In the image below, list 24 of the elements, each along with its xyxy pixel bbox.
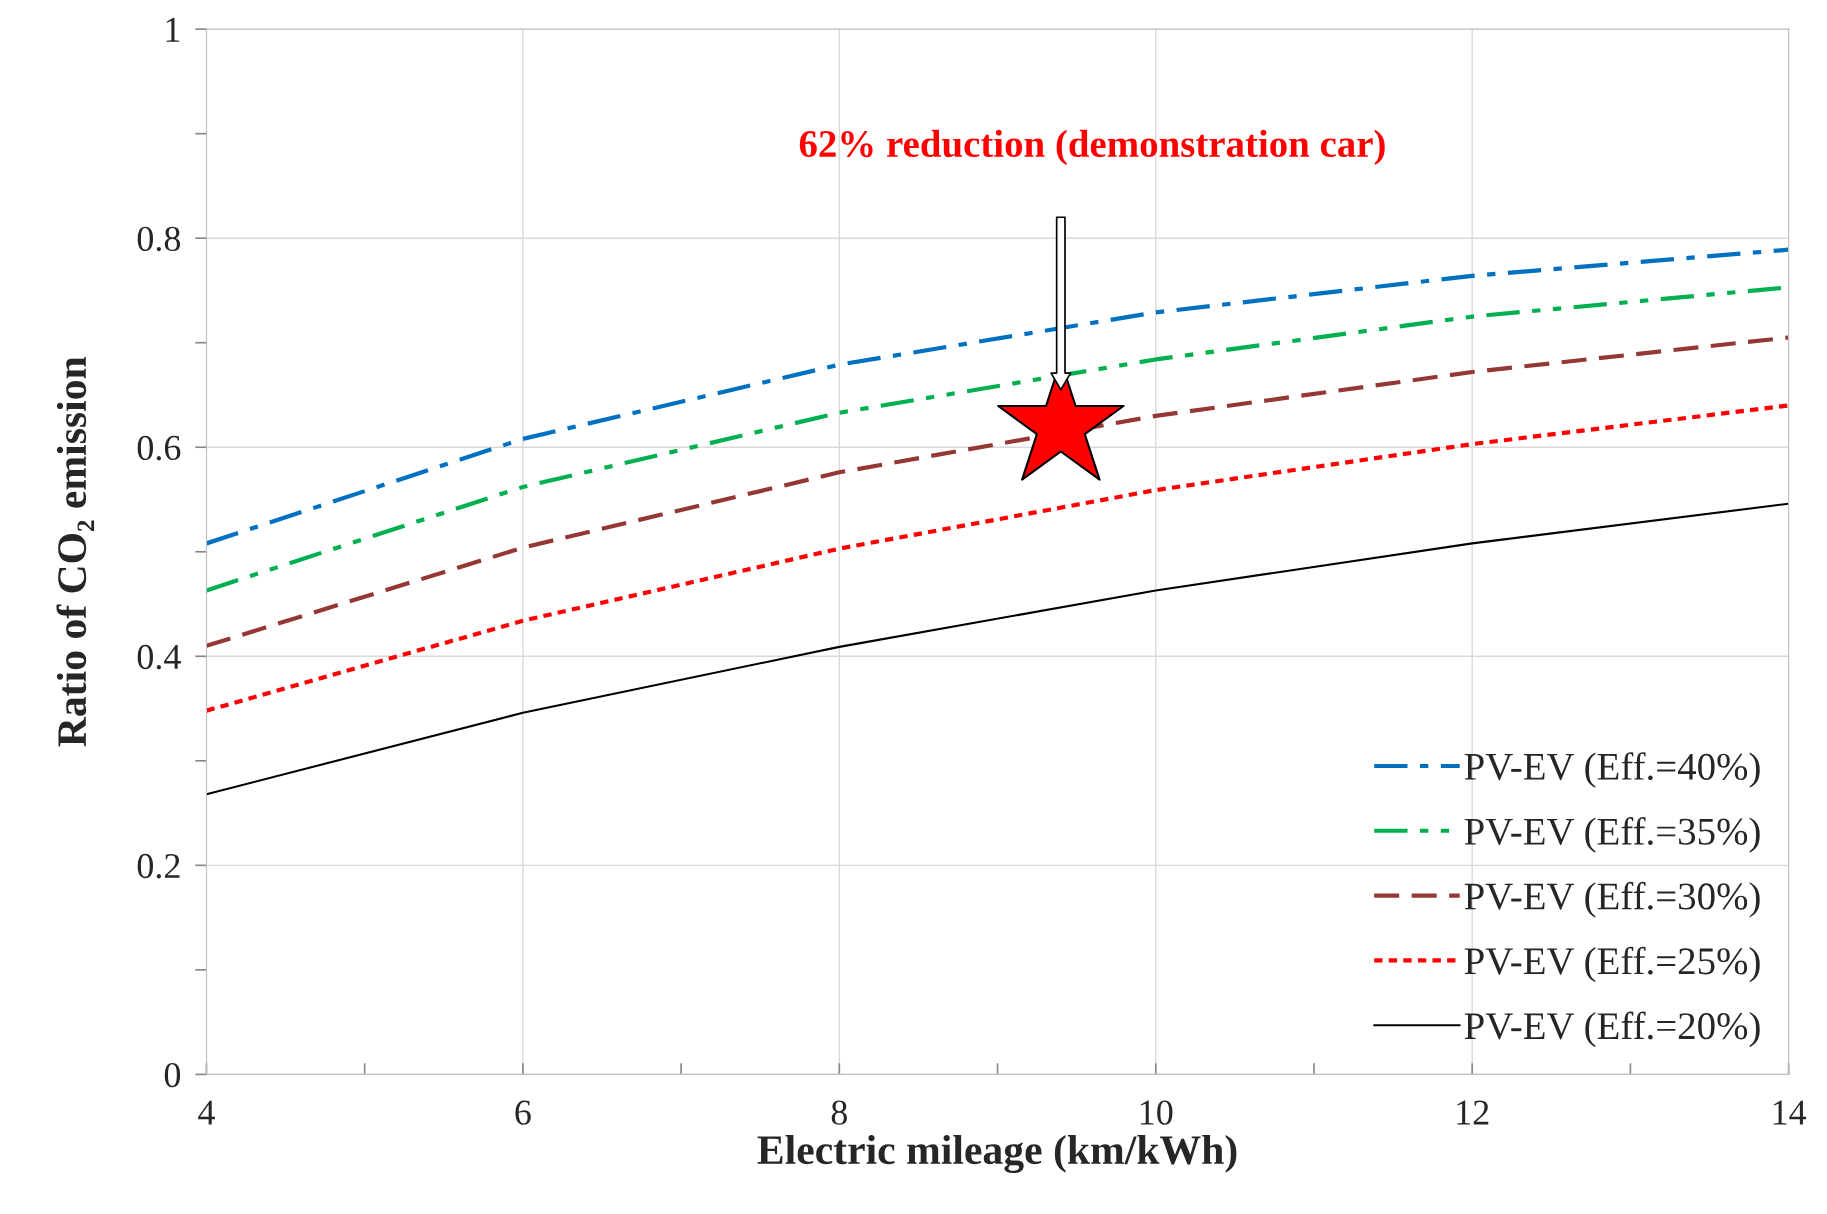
y-tick-label: 0.8 <box>137 226 181 252</box>
x-axis-title: Electric mileage (km/kWh) <box>757 1134 1237 1174</box>
y-tick-label: 0 <box>164 1062 181 1088</box>
x-tick-label: 4 <box>198 1100 215 1125</box>
x-tick-label: 12 <box>1457 1100 1489 1125</box>
x-tick-label: 10 <box>1140 1100 1173 1125</box>
legend-label: PV-EV (Eff.=20%) <box>1464 1011 1760 1048</box>
legend-label: PV-EV (Eff.=30%) <box>1464 881 1760 918</box>
y-tick-label: 0.6 <box>137 435 181 461</box>
legend-label: PV-EV (Eff.=35%) <box>1464 817 1760 853</box>
line-series <box>206 335 1789 648</box>
line-series <box>206 502 1789 796</box>
x-tick-label: 6 <box>515 1100 531 1125</box>
x-tick-label: 8 <box>831 1100 847 1125</box>
y-tick-label: 0.4 <box>137 644 181 670</box>
legend-label: PV-EV (Eff.=25%) <box>1464 946 1760 983</box>
line-series <box>206 403 1789 713</box>
legend-label: PV-EV (Eff.=40%) <box>1464 752 1760 788</box>
x-tick-label: 14 <box>1773 1100 1807 1125</box>
annotation: 62% reduction (demonstration car) <box>799 129 1385 166</box>
y-tick-label: 1 <box>166 17 180 42</box>
line-series <box>206 247 1789 546</box>
y-tick-label: 0.2 <box>137 853 180 879</box>
y-axis-title: Ratio of CO₂ emission <box>56 356 95 747</box>
